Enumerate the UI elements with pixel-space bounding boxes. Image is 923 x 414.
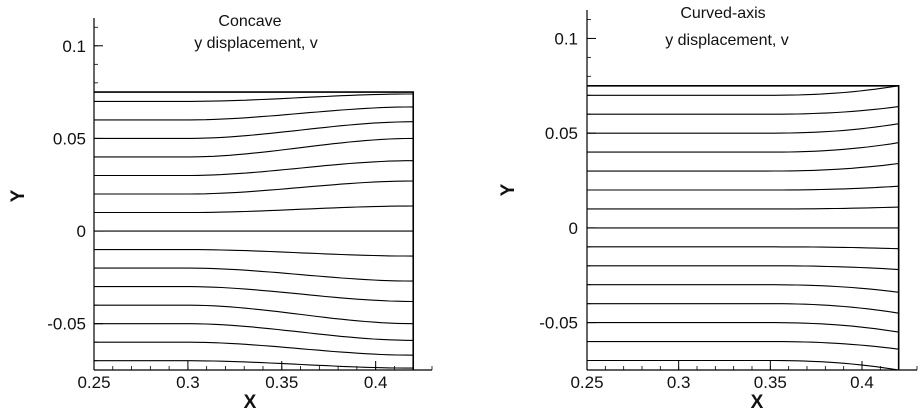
y-axis-title: Y: [8, 189, 29, 202]
x-axis-title: X: [244, 392, 257, 413]
x-tick-label: 0.25: [570, 373, 603, 392]
y-tick-label: 0.05: [545, 124, 578, 143]
y-tick-label: -0.05: [47, 315, 86, 334]
contour-line: [94, 360, 414, 369]
contour-line: [94, 267, 414, 282]
contour-line: [587, 284, 899, 293]
contour-line: [94, 106, 414, 121]
contour-line: [94, 323, 414, 341]
contour-line: [587, 206, 899, 210]
contour-line: [587, 106, 899, 115]
x-tick-label: 0.3: [176, 373, 200, 392]
x-tick-label: 0.25: [77, 373, 110, 392]
contour-line: [587, 246, 899, 250]
concave-panel: Concave y displacement, v X Y 0.25 0.3 0.3…: [8, 13, 433, 413]
curved-axis-panel: Curved-axis y displacement, v X Y 0.25 0.…: [498, 5, 918, 413]
contour-line: [94, 286, 414, 303]
x-tick-label: 0.3: [667, 373, 691, 392]
y-tick-label: 0: [77, 222, 86, 241]
contour-line: [94, 121, 414, 139]
contour-line: [94, 205, 414, 214]
contour-line: [94, 93, 414, 102]
domain-boundary: [94, 91, 415, 370]
contour-line: [94, 160, 414, 177]
contour-line: [587, 265, 899, 271]
contour-line: [587, 85, 899, 96]
contour-line: [94, 180, 414, 195]
contour-line: [587, 142, 899, 153]
contour-line: [94, 304, 414, 325]
x-tick-label: 0.4: [364, 373, 388, 392]
x-tick-label: 0.4: [850, 373, 874, 392]
contour-line: [587, 322, 899, 333]
contour-line: [587, 185, 899, 191]
panel-title: Curved-axis: [680, 5, 765, 22]
x-axis-title: X: [751, 392, 764, 413]
panel-subtitle: y displacement, v: [194, 35, 318, 52]
contour-line: [587, 123, 899, 134]
y-tick-label: 0: [569, 219, 578, 238]
contour-line: [94, 137, 414, 158]
contour-line: [94, 341, 414, 356]
y-tick-label: -0.05: [539, 314, 578, 333]
x-tick-label: 0.35: [265, 373, 298, 392]
y-axis-title: Y: [498, 183, 519, 196]
y-tick-label: 0.1: [554, 29, 578, 48]
panel-subtitle: y displacement, v: [665, 32, 789, 49]
contour-line: [587, 359, 899, 371]
contour-line: [587, 341, 899, 350]
y-tick-label: 0.1: [62, 37, 86, 56]
panel-title: Concave: [218, 13, 281, 30]
contour-line: [587, 303, 899, 314]
x-tick-label: 0.35: [754, 373, 787, 392]
contour-line: [94, 249, 414, 257]
y-tick-label: 0.05: [53, 129, 86, 148]
contour-line: [587, 162, 899, 172]
